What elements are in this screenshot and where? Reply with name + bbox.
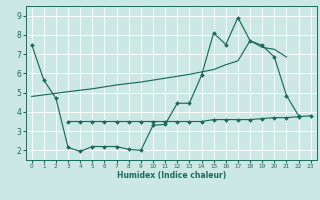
X-axis label: Humidex (Indice chaleur): Humidex (Indice chaleur) xyxy=(116,171,226,180)
